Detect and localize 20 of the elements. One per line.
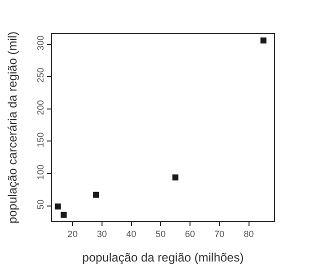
point	[54, 203, 61, 210]
x-tick-label: 40	[126, 228, 136, 239]
point	[260, 37, 266, 44]
y-tick-label: 50	[35, 199, 46, 210]
point	[60, 212, 67, 218]
y-tick-label: 200	[35, 100, 46, 116]
point	[93, 192, 100, 198]
point	[172, 174, 178, 180]
y-axis-title: população carcerária da região (mil)	[6, 31, 20, 224]
x-tick-label: 60	[185, 228, 196, 239]
x-axis-title: população da região (milhões)	[82, 250, 244, 265]
x-tick-label: 30	[96, 228, 107, 239]
x-tick-label: 70	[214, 228, 224, 239]
y-tick-label: 100	[35, 164, 46, 180]
y-tick-label: 250	[35, 68, 46, 83]
x-tick-label: 20	[68, 228, 78, 239]
y-tick-label: 300	[35, 35, 46, 51]
x-tick-label: 50	[156, 228, 166, 239]
y-tick-label: 150	[35, 132, 46, 148]
x-tick-label: 80	[244, 228, 254, 239]
